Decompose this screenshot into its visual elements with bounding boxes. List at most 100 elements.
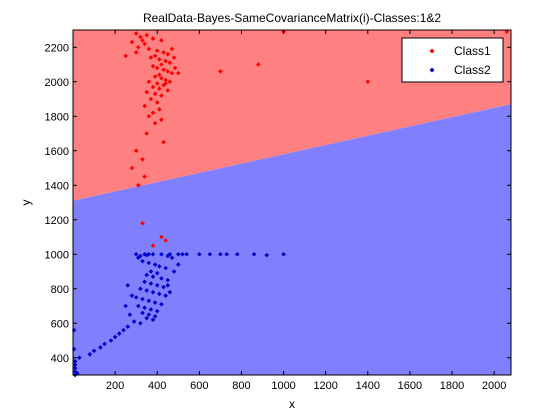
class1-point [140,38,145,43]
x-tick-label: 200 [106,380,124,392]
plot-frame [72,29,512,376]
class2-point [146,260,152,266]
x-tick-label: 400 [148,380,166,392]
y-tick-label: 1600 [45,146,69,158]
class1-point [152,120,158,126]
class2-point [281,251,286,257]
class2-point [131,319,137,324]
class2-point [121,327,126,333]
class1-point [152,91,158,97]
class1-point [169,70,175,76]
class1-point [154,81,160,86]
class1-point [171,55,177,60]
class1-point [504,29,510,35]
class1-point [148,55,154,60]
class2-point [148,281,154,286]
class2-point [98,345,103,350]
class2-point [77,355,82,361]
class2-point [167,251,173,257]
class1-point [167,60,173,66]
class2-point [180,251,185,257]
class1-point [135,182,141,188]
class2-point [74,370,80,376]
class1-point [163,58,168,64]
x-tick-label: 1200 [313,380,337,392]
class2-point [150,251,156,257]
legend: Class1 Class2 [401,37,504,83]
class1-point [140,157,145,162]
class1-point [175,70,181,76]
legend-items: Class1 Class2 [429,44,491,77]
class2-point [251,251,257,257]
class2-points [71,251,286,378]
class1-point [152,74,158,79]
class1-point [144,32,150,38]
class1-point [150,243,156,248]
legend-marker-class2 [429,67,435,73]
class1-point [144,89,150,95]
class1-point [150,84,156,90]
y-axis-label: y [19,200,33,206]
class1-point [154,65,160,71]
class2-point [102,341,107,347]
class2-point [72,365,78,371]
class2-point [144,315,150,321]
class2-point [135,255,141,260]
class2-point [138,320,143,326]
class2-point [112,334,118,340]
class1-point [133,148,139,154]
class2-point [72,369,78,374]
class1-point [157,86,162,91]
class1-point [161,82,166,88]
class1-point [142,174,147,179]
class1-point [157,57,162,62]
marks-layer [71,29,510,378]
class1-point [146,79,152,85]
class2-point [224,251,230,257]
class1-point [159,62,164,67]
class2-point [123,303,128,309]
class1-point [161,139,166,145]
chart-title: RealData-Bayes-SameCovarianceMatrix(i)-C… [143,11,441,25]
class1-point [129,165,135,171]
class1-point [161,67,166,72]
class2-point [152,262,158,267]
y-tick-label: 400 [51,353,69,365]
class2-point [175,251,181,257]
legend-label-class2: Class2 [454,63,491,77]
class1-point [159,234,164,240]
class1-point [161,50,166,55]
class1-point [133,50,139,55]
class2-point [144,252,150,258]
class1-point [142,41,147,47]
class2-point [171,269,177,274]
class1-point [159,38,164,43]
class2-point [175,262,181,267]
class1-point [157,72,162,78]
legend-box [401,37,504,83]
class1-point [157,107,162,112]
class1-points [123,29,510,248]
class2-point [161,284,166,290]
class2-point [108,338,114,343]
class2-point [159,301,164,307]
class1-point [159,117,164,122]
class2-point [140,258,145,264]
class1-point [169,46,175,52]
class2-point [142,251,147,257]
class1-point [123,53,128,59]
class1-point [256,62,261,67]
class1-point [165,51,171,57]
class2-point [163,265,168,271]
class2-point [117,331,122,336]
class1-point [146,113,152,119]
class2-point [72,362,78,367]
class1-point [129,39,135,45]
class2-point [133,295,139,300]
class2-point [157,291,162,297]
class2-point [148,269,154,274]
class2-point [150,289,156,295]
class1-point [165,88,171,93]
y-tick-label: 800 [51,284,69,296]
